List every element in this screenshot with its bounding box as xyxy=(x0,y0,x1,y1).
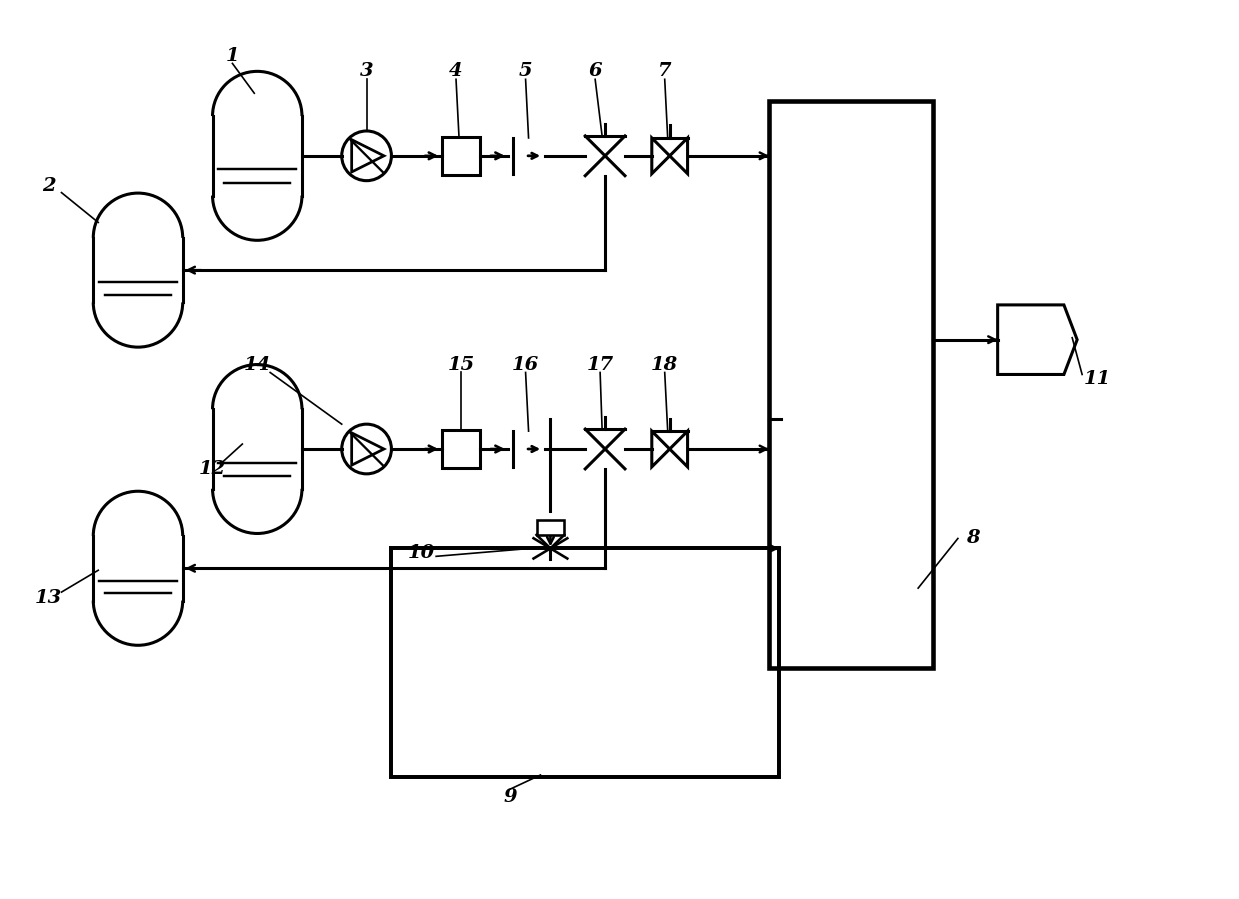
Bar xyxy=(769,102,933,668)
Text: 15: 15 xyxy=(447,355,475,373)
Bar xyxy=(536,520,564,535)
Text: 14: 14 xyxy=(244,355,271,373)
Bar xyxy=(392,548,779,777)
Text: 12: 12 xyxy=(199,460,227,478)
Text: 5: 5 xyxy=(519,62,533,80)
Text: 11: 11 xyxy=(1083,370,1110,388)
Text: 17: 17 xyxy=(586,355,613,373)
Text: 6: 6 xyxy=(589,62,602,80)
Text: 9: 9 xyxy=(504,788,518,806)
Text: 1: 1 xyxy=(225,48,239,66)
Text: 8: 8 xyxy=(966,530,980,547)
Bar xyxy=(442,430,479,467)
Text: 2: 2 xyxy=(42,176,56,195)
Text: 18: 18 xyxy=(650,355,678,373)
Text: 10: 10 xyxy=(408,545,435,563)
Bar xyxy=(442,137,479,174)
Text: 3: 3 xyxy=(359,62,373,80)
Text: 4: 4 xyxy=(450,62,463,80)
Text: 13: 13 xyxy=(35,589,62,607)
Text: 7: 7 xyxy=(658,62,672,80)
Text: 16: 16 xyxy=(512,355,539,373)
